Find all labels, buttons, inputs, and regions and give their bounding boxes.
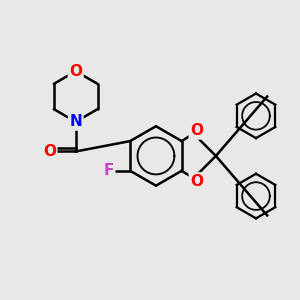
Text: O: O <box>190 174 203 189</box>
Text: F: F <box>103 163 114 178</box>
Text: O: O <box>43 144 56 159</box>
Text: N: N <box>69 114 82 129</box>
Text: O: O <box>69 64 82 79</box>
Text: O: O <box>190 123 203 138</box>
